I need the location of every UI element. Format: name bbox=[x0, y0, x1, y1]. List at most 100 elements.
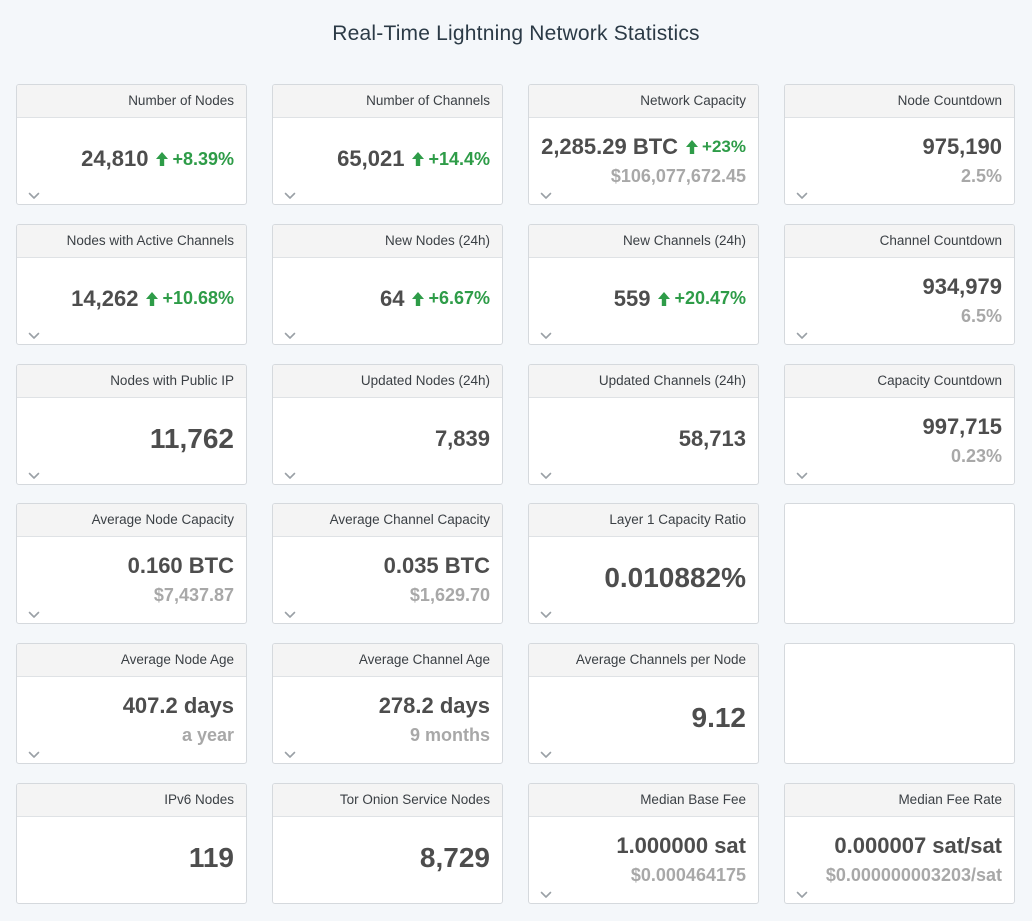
stat-card-median-base-fee[interactable]: Median Base Fee 1.000000 sat $0.000464175 bbox=[528, 782, 759, 904]
stat-main-line: 997,715 bbox=[922, 414, 1002, 440]
chevron-down-icon[interactable] bbox=[540, 472, 552, 480]
stat-delta-text: +14.4% bbox=[428, 148, 490, 169]
stat-subvalue: $0.000000003203/sat bbox=[825, 864, 1002, 885]
stat-card-body: 14,262 +10.68% bbox=[17, 258, 246, 344]
stat-card-tor-onion-service-nodes: Tor Onion Service Nodes 8,729 bbox=[272, 782, 503, 904]
stat-value: 0.000007 sat/sat bbox=[834, 832, 1002, 858]
chevron-down-icon[interactable] bbox=[284, 192, 296, 200]
stat-card-channel-countdown[interactable]: Channel Countdown 934,979 6.5% bbox=[784, 223, 1015, 345]
stat-card-title: New Nodes (24h) bbox=[273, 224, 502, 258]
stat-card-capacity-countdown[interactable]: Capacity Countdown 997,715 0.23% bbox=[784, 363, 1015, 485]
stat-delta: +14.4% bbox=[412, 149, 490, 170]
stat-card-network-capacity[interactable]: Network Capacity 2,285.29 BTC +23% $106,077… bbox=[528, 84, 759, 205]
chevron-down-icon[interactable] bbox=[28, 192, 40, 200]
chevron-down-icon[interactable] bbox=[540, 751, 552, 759]
stat-main-line: 0.160 BTC bbox=[128, 553, 234, 579]
stat-card-title: Average Node Age bbox=[17, 644, 246, 678]
stat-subvalue: $0.000464175 bbox=[630, 864, 746, 885]
chevron-down-icon[interactable] bbox=[540, 332, 552, 340]
stat-subvalue: $1,629.70 bbox=[409, 585, 490, 606]
stat-card-body: 0.160 BTC $7,437.87 bbox=[17, 537, 246, 623]
stat-card-title: New Channels (24h) bbox=[529, 224, 758, 258]
stat-subvalue: a year bbox=[181, 725, 234, 746]
stat-card-updated-channels-24h[interactable]: Updated Channels (24h) 58,713 bbox=[528, 363, 759, 485]
stat-value: 1.000000 sat bbox=[616, 832, 746, 858]
stat-subvalue: 2.5% bbox=[960, 166, 1002, 186]
stat-value: 14,262 bbox=[71, 285, 139, 311]
stat-main-line: 64 +6.67% bbox=[380, 286, 490, 312]
chevron-down-icon[interactable] bbox=[28, 751, 40, 759]
stat-main-line: 1.000000 sat bbox=[616, 833, 746, 859]
stat-main-line: 278.2 days bbox=[379, 693, 490, 719]
chevron-down-icon[interactable] bbox=[540, 891, 552, 899]
chevron-down-icon[interactable] bbox=[28, 472, 40, 480]
stat-main-line: 24,810 +8.39% bbox=[81, 146, 234, 172]
stat-card-body: 997,715 0.23% bbox=[785, 398, 1014, 484]
stat-value: 559 bbox=[613, 285, 651, 311]
stat-card-node-countdown[interactable]: Node Countdown 975,190 2.5% bbox=[784, 84, 1015, 205]
stat-card-title: Average Channels per Node bbox=[529, 644, 758, 678]
stat-card-body: 24,810 +8.39% bbox=[17, 118, 246, 204]
chevron-down-icon[interactable] bbox=[796, 332, 808, 340]
stat-delta-text: +10.68% bbox=[162, 288, 234, 309]
stat-card-body: 0.010882% bbox=[529, 537, 758, 623]
stat-card-body: 407.2 days a year bbox=[17, 677, 246, 763]
stat-subvalue: 9 months bbox=[409, 725, 490, 746]
stat-card-title: Number of Channels bbox=[273, 85, 502, 118]
stat-card-new-nodes-24h[interactable]: New Nodes (24h) 64 +6.67% bbox=[272, 223, 503, 345]
stat-card-title: Updated Nodes (24h) bbox=[273, 364, 502, 398]
stat-card-body: 7,839 bbox=[273, 398, 502, 484]
chevron-down-icon[interactable] bbox=[284, 472, 296, 480]
stat-main-line: 2,285.29 BTC +23% bbox=[541, 134, 746, 160]
stat-main-line: 7,839 bbox=[435, 426, 490, 452]
stat-value: 0.035 BTC bbox=[383, 553, 490, 579]
stat-delta: +20.47% bbox=[658, 288, 746, 309]
chevron-down-icon[interactable] bbox=[28, 611, 40, 619]
page-title: Real-Time Lightning Network Statistics bbox=[332, 22, 700, 45]
stat-card-new-channels-24h[interactable]: New Channels (24h) 559 +20.47% bbox=[528, 223, 759, 345]
stat-value: 2,285.29 BTC bbox=[541, 134, 679, 159]
stat-main-line: 11,762 bbox=[150, 423, 234, 455]
stat-value: 119 bbox=[188, 841, 234, 873]
stat-card-average-channel-age[interactable]: Average Channel Age 278.2 days 9 months bbox=[272, 643, 503, 765]
stat-value: 7,839 bbox=[434, 425, 490, 451]
chevron-down-icon[interactable] bbox=[284, 751, 296, 759]
stat-card-title: Capacity Countdown bbox=[785, 364, 1014, 398]
chevron-down-icon[interactable] bbox=[796, 192, 808, 200]
stat-card-median-fee-rate[interactable]: Median Fee Rate 0.000007 sat/sat $0.000000… bbox=[784, 782, 1015, 904]
stat-main-line: 8,729 bbox=[420, 842, 490, 874]
stat-main-line: 119 bbox=[189, 842, 234, 874]
stat-card-average-channels-per-node[interactable]: Average Channels per Node 9.12 bbox=[528, 643, 759, 765]
stat-main-line: 559 +20.47% bbox=[614, 286, 746, 312]
stat-card-average-channel-capacity[interactable]: Average Channel Capacity 0.035 BTC $1,629.… bbox=[272, 503, 503, 625]
stat-main-line: 14,262 +10.68% bbox=[71, 286, 234, 312]
chevron-down-icon[interactable] bbox=[28, 332, 40, 340]
chevron-down-icon[interactable] bbox=[284, 332, 296, 340]
stat-card-body: 2,285.29 BTC +23% $106,077,672.45 bbox=[529, 118, 758, 204]
stat-card-average-node-age[interactable]: Average Node Age 407.2 days a year bbox=[16, 643, 247, 765]
chevron-down-icon[interactable] bbox=[796, 891, 808, 899]
stat-main-line: 0.010882% bbox=[604, 562, 746, 594]
stat-value: 975,190 bbox=[922, 134, 1002, 159]
stat-main-line: 407.2 days bbox=[123, 693, 234, 719]
stat-value: 0.010882% bbox=[604, 562, 746, 594]
stat-card-updated-nodes-24h[interactable]: Updated Nodes (24h) 7,839 bbox=[272, 363, 503, 485]
chevron-down-icon[interactable] bbox=[540, 192, 552, 200]
stat-card-layer-1-capacity-ratio[interactable]: Layer 1 Capacity Ratio 0.010882% bbox=[528, 503, 759, 625]
stat-card-average-node-capacity[interactable]: Average Node Capacity 0.160 BTC $7,437.87 bbox=[16, 503, 247, 625]
stat-card-nodes-with-active-channels[interactable]: Nodes with Active Channels 14,262 +10.68% bbox=[16, 223, 247, 345]
stat-card-title: Average Channel Capacity bbox=[273, 504, 502, 538]
stat-delta-text: +6.67% bbox=[428, 288, 490, 309]
stat-card-nodes-with-public-ip[interactable]: Nodes with Public IP 11,762 bbox=[16, 363, 247, 485]
stat-card-body: 65,021 +14.4% bbox=[273, 118, 502, 204]
stat-card-title: Nodes with Public IP bbox=[17, 364, 246, 398]
stat-card-body: 11,762 bbox=[17, 398, 246, 484]
chevron-down-icon[interactable] bbox=[796, 472, 808, 480]
stat-card-number-of-channels[interactable]: Number of Channels 65,021 +14.4% bbox=[272, 84, 503, 205]
arrow-up-icon bbox=[658, 291, 671, 306]
stat-card-number-of-nodes[interactable]: Number of Nodes 24,810 +8.39% bbox=[16, 84, 247, 205]
chevron-down-icon[interactable] bbox=[284, 611, 296, 619]
stat-card-title: Node Countdown bbox=[785, 85, 1014, 118]
stat-card-body: 9.12 bbox=[529, 677, 758, 763]
chevron-down-icon[interactable] bbox=[540, 611, 552, 619]
